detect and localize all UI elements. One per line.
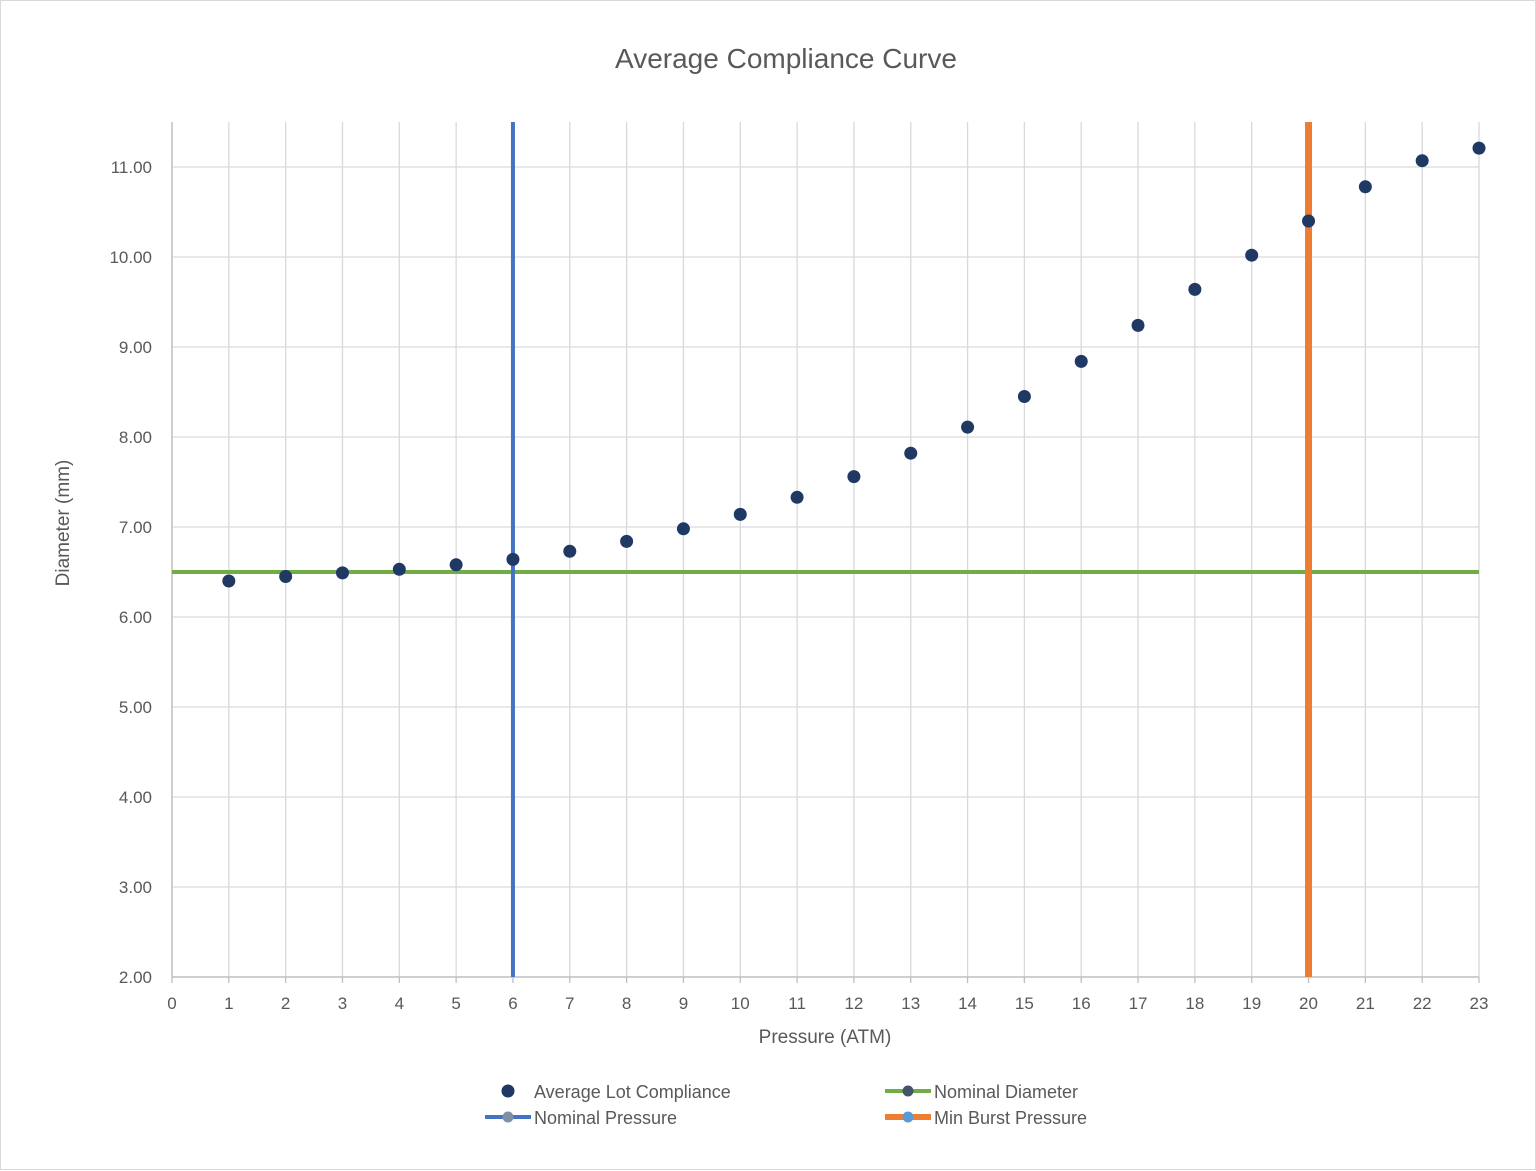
x-tick-label: 14 [958, 994, 977, 1013]
data-point [1415, 154, 1429, 168]
y-tick-label: 3.00 [119, 878, 152, 897]
x-tick-label: 5 [451, 994, 460, 1013]
reference-lines-layer [172, 122, 1479, 977]
x-tick-label: 22 [1413, 994, 1432, 1013]
data-point [1074, 354, 1088, 368]
data-point [1358, 180, 1372, 194]
x-tick-label: 19 [1242, 994, 1261, 1013]
data-point [1245, 248, 1259, 262]
x-tick-label: 1 [224, 994, 233, 1013]
data-point [620, 534, 634, 548]
legend-label: Nominal Diameter [934, 1082, 1078, 1102]
legend-item: Min Burst Pressure [885, 1108, 1087, 1128]
data-point [1131, 318, 1145, 332]
x-tick-label: 9 [679, 994, 688, 1013]
y-tick-label: 4.00 [119, 788, 152, 807]
data-point [1472, 141, 1486, 155]
data-point [961, 420, 975, 434]
y-axis-title: Diameter (mm) [53, 460, 74, 587]
x-tick-label: 21 [1356, 994, 1375, 1013]
data-point [1302, 214, 1316, 228]
data-point [279, 570, 293, 583]
legend-marker [502, 1111, 514, 1123]
legend-label: Min Burst Pressure [934, 1108, 1087, 1128]
axes-layer: 0 1 2 3 4 5 6 7 8 9 10 11 12 13 14 15 16 17 18 19 20 21 22 232.… [109, 122, 1488, 1013]
x-tick-label: 7 [565, 994, 574, 1013]
y-tick-label: 8.00 [119, 428, 152, 447]
x-tick-label: 6 [508, 994, 517, 1013]
data-point [733, 507, 747, 521]
data-point [904, 446, 918, 460]
legend-item: Nominal Diameter [885, 1082, 1078, 1102]
legend-item: Average Lot Compliance [501, 1082, 731, 1102]
x-tick-label: 4 [395, 994, 404, 1013]
data-point [335, 566, 349, 580]
data-point [506, 552, 520, 566]
y-tick-label: 2.00 [119, 968, 152, 987]
x-tick-label: 17 [1129, 994, 1148, 1013]
data-point [676, 522, 690, 536]
y-tick-label: 9.00 [119, 338, 152, 357]
y-tick-label: 5.00 [119, 698, 152, 717]
data-point [392, 562, 406, 576]
legend-label: Nominal Pressure [534, 1108, 677, 1128]
data-points-layer [222, 141, 1486, 588]
y-tick-label: 10.00 [109, 248, 152, 267]
x-tick-label: 11 [788, 994, 806, 1013]
legend-marker [902, 1085, 914, 1097]
y-tick-label: 7.00 [119, 518, 152, 537]
legend-item: Nominal Pressure [485, 1108, 677, 1128]
data-point [449, 558, 463, 572]
data-point [1188, 282, 1202, 296]
x-tick-label: 10 [731, 994, 750, 1013]
chart-title: Average Compliance Curve [615, 43, 957, 74]
x-tick-label: 13 [901, 994, 920, 1013]
x-tick-label: 3 [338, 994, 347, 1013]
data-point [222, 574, 236, 588]
x-tick-label: 15 [1015, 994, 1034, 1013]
x-tick-label: 2 [281, 994, 290, 1013]
x-tick-label: 8 [622, 994, 631, 1013]
x-tick-label: 20 [1299, 994, 1318, 1013]
x-tick-label: 0 [167, 994, 176, 1013]
grid-layer [172, 122, 1480, 977]
y-tick-label: 6.00 [119, 608, 152, 627]
x-tick-label: 16 [1072, 994, 1091, 1013]
x-tick-label: 23 [1470, 994, 1489, 1013]
x-tick-label: 12 [844, 994, 863, 1013]
legend-label: Average Lot Compliance [534, 1082, 731, 1102]
data-point [1017, 390, 1031, 403]
data-point [563, 544, 577, 558]
data-point [847, 470, 861, 484]
y-tick-label: 11.00 [111, 158, 152, 177]
x-tick-label: 18 [1185, 994, 1204, 1013]
legend-marker [902, 1111, 914, 1123]
data-point [790, 490, 804, 504]
legend: Average Lot Compliance Nominal Diameter No… [485, 1082, 1087, 1128]
x-axis-title: Pressure (ATM) [759, 1027, 892, 1048]
legend-marker [501, 1084, 515, 1098]
